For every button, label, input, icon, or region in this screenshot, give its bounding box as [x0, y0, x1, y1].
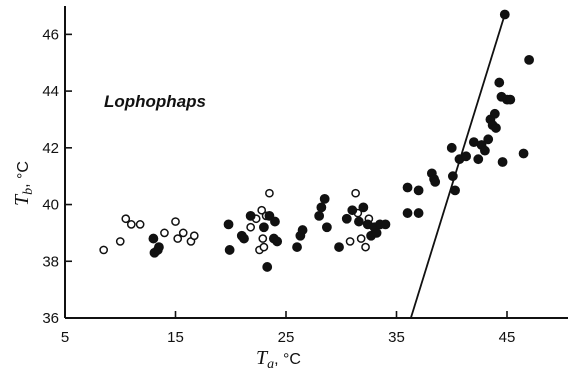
y-tick-label: 38: [42, 253, 59, 270]
x-tick-label: 15: [167, 329, 184, 346]
y-tick-label: 40: [42, 197, 59, 214]
filled-data-point: [314, 210, 325, 221]
open-data-point: [257, 205, 267, 215]
x-tick-label: 25: [278, 329, 295, 346]
trend-line: [410, 14, 506, 319]
filled-data-point: [446, 142, 457, 153]
y-axis-subscript: b: [21, 188, 36, 195]
filled-data-point: [347, 205, 358, 216]
filled-data-point: [341, 213, 352, 224]
y-tick-label: 36: [42, 310, 59, 327]
filled-data-point: [450, 185, 460, 196]
open-data-point: [173, 234, 183, 243]
filled-data-point: [354, 216, 364, 227]
open-data-point: [178, 228, 188, 238]
filled-data-point: [402, 182, 413, 193]
species-annotation: Lophophaps: [104, 92, 206, 111]
open-data-point: [189, 231, 199, 241]
y-tick-label: 42: [42, 140, 59, 157]
y-tick-label: 44: [42, 83, 59, 100]
filled-data-point: [483, 134, 494, 145]
open-data-point: [171, 217, 180, 226]
open-data-point: [160, 228, 169, 238]
filled-data-point: [497, 157, 508, 167]
filled-data-point: [224, 245, 235, 255]
x-axis-label: Ta, °C: [256, 347, 301, 372]
open-data-point: [126, 220, 136, 229]
x-tick-label: 5: [61, 329, 69, 346]
y-tick-label: 46: [42, 26, 59, 43]
filled-data-point: [505, 94, 516, 105]
filled-data-point: [461, 151, 472, 162]
filled-data-point: [316, 202, 327, 213]
filled-data-point: [245, 210, 256, 221]
x-tick-label: 35: [388, 329, 405, 346]
x-tick-label: 45: [499, 329, 516, 346]
filled-data-point: [272, 236, 283, 247]
filled-data-point: [473, 154, 484, 165]
axis-labels: Lophophaps Ta, °C Tb, °C: [11, 92, 301, 372]
open-data-point: [345, 237, 355, 246]
y-axis-unit: , °C: [15, 161, 32, 188]
axes: 5 15 25 35 45 36 38 40 42 44 46: [42, 6, 568, 346]
open-data-point: [259, 242, 269, 252]
filled-data-point: [154, 242, 164, 252]
filled-data-point: [430, 176, 441, 187]
filled-data-point: [380, 219, 391, 230]
filled-data-point: [499, 9, 510, 20]
filled-data-point: [494, 77, 505, 88]
y-axis-symbol: T: [11, 193, 33, 206]
filled-data-point: [259, 222, 269, 233]
open-data-point: [99, 245, 109, 255]
filled-data-point: [371, 228, 382, 238]
filled-data-point: [413, 208, 424, 218]
x-axis-unit: , °C: [274, 351, 301, 368]
filled-data-point: [358, 202, 369, 213]
filled-data-point: [489, 108, 500, 119]
filled-data-point: [292, 242, 302, 252]
open-data-point: [115, 237, 125, 246]
filled-data-point: [262, 262, 273, 272]
open-data-point: [351, 188, 360, 198]
open-data-point: [258, 234, 268, 243]
filled-data-point: [148, 233, 159, 244]
open-data-point: [246, 222, 255, 232]
filled-data-point: [297, 225, 308, 235]
x-axis-subscript: a: [267, 357, 274, 372]
filled-data-point: [334, 242, 344, 252]
open-data-point: [135, 220, 145, 229]
filled-data-point: [319, 193, 330, 204]
data-points: [99, 9, 534, 319]
filled-data-point: [223, 219, 234, 230]
y-axis-label: Tb, °C: [11, 161, 36, 206]
open-data-point: [356, 234, 366, 243]
open-data-point: [265, 188, 274, 198]
filled-data-point: [321, 222, 332, 233]
filled-data-point: [239, 233, 249, 244]
open-data-point: [361, 242, 370, 252]
filled-data-point: [491, 123, 501, 133]
open-data-point: [121, 214, 131, 224]
filled-data-point: [480, 145, 490, 156]
filled-data-point: [447, 171, 458, 182]
filled-data-point: [270, 216, 280, 227]
x-axis-symbol: T: [256, 347, 269, 369]
filled-data-point: [524, 54, 534, 65]
filled-data-point: [402, 208, 413, 218]
filled-data-point: [518, 148, 529, 159]
filled-data-point: [413, 185, 424, 196]
